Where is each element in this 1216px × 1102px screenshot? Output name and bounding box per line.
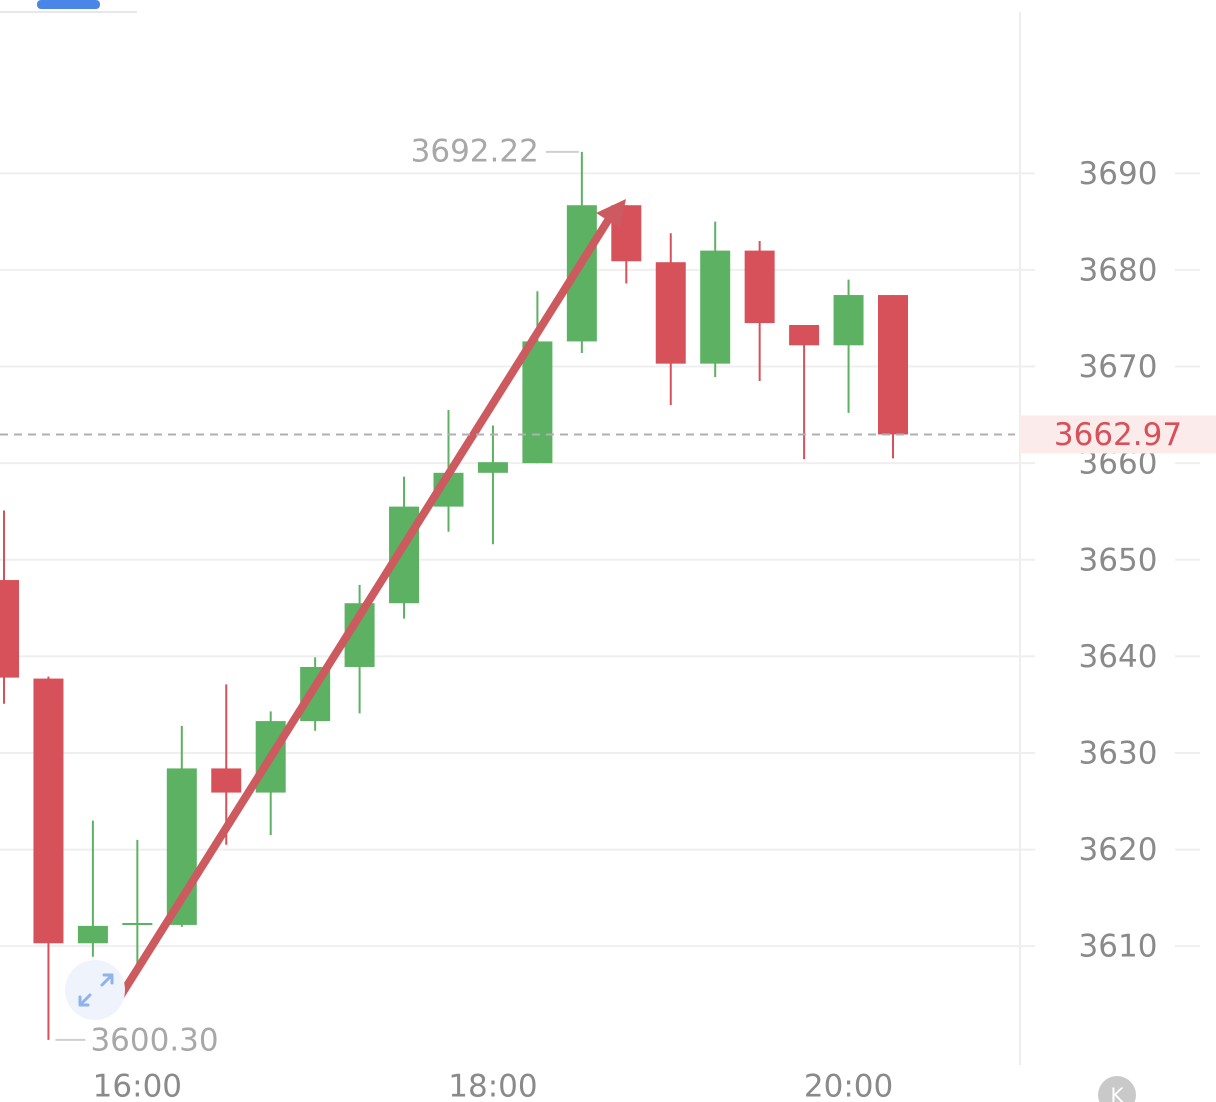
candle-body (744, 250, 775, 324)
max-label: 3692.22 (411, 133, 539, 169)
grid (0, 172, 1200, 948)
candle-body (833, 295, 864, 346)
expand-icon[interactable] (65, 960, 125, 1020)
y-tick-label: 3670 (1079, 349, 1158, 385)
candle-body (211, 768, 242, 793)
candle-body (33, 678, 64, 944)
candle-body (122, 922, 153, 925)
candles (0, 151, 908, 1040)
candle-body (77, 925, 108, 944)
x-tick-label: 18:00 (448, 1069, 537, 1102)
y-tick-label: 3680 (1079, 252, 1158, 288)
candle-body (0, 580, 19, 678)
candle-body (878, 295, 908, 435)
candle-body (700, 250, 731, 364)
last-price-label: 3662.97 (1054, 417, 1182, 453)
last-price-bg (1020, 415, 1216, 454)
candle-body (477, 462, 508, 473)
min-label: 3600.30 (90, 1022, 218, 1058)
labels: 36103620363036403650366036703680369016:0… (0, 133, 1216, 1102)
candle-body (522, 341, 553, 464)
k-icon: K (1110, 1084, 1124, 1102)
tab-indicator[interactable] (37, 0, 100, 9)
x-tick-label: 20:00 (804, 1069, 893, 1102)
y-tick-label: 3650 (1079, 542, 1158, 578)
candle-body (789, 325, 820, 346)
k-button[interactable]: K (1098, 1076, 1136, 1102)
y-tick-label: 3620 (1079, 832, 1158, 868)
y-tick-label: 3640 (1079, 639, 1158, 675)
trend-arrow (109, 199, 626, 1012)
x-tick-label: 16:00 (93, 1069, 182, 1102)
candle-body (655, 262, 686, 364)
y-tick-label: 3610 (1079, 929, 1158, 965)
y-tick-label: 3630 (1079, 735, 1158, 771)
y-tick-label: 3690 (1079, 156, 1158, 192)
